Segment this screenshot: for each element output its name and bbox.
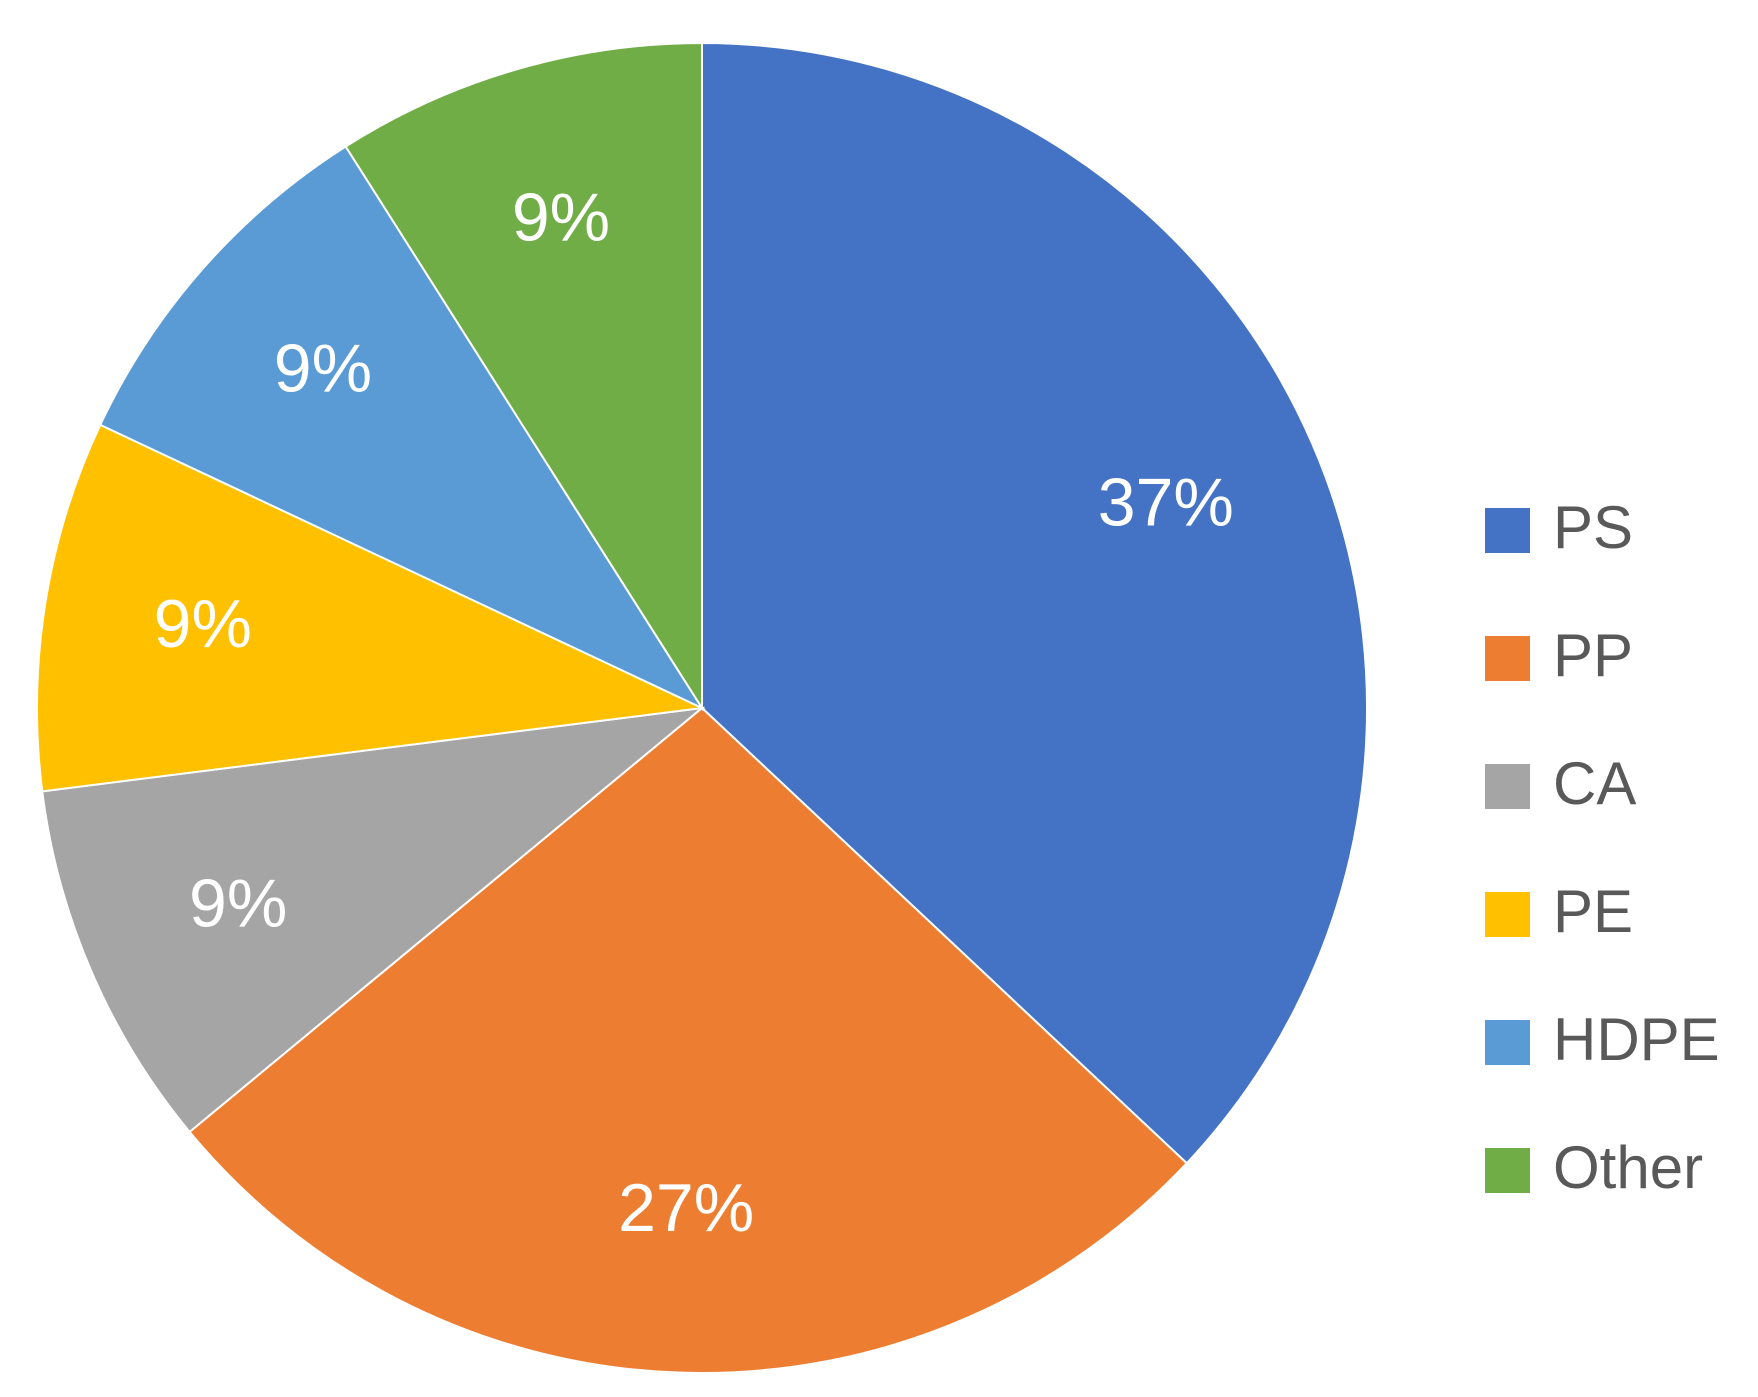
legend-swatch (1485, 508, 1530, 553)
legend-swatch (1485, 1020, 1530, 1065)
legend-swatch (1485, 1148, 1530, 1193)
data-label: 9% (512, 180, 610, 256)
legend-label: Other (1553, 1134, 1703, 1201)
legend-swatch (1485, 892, 1530, 937)
legend-label: PE (1553, 878, 1633, 945)
legend-label: PS (1553, 494, 1633, 561)
data-label: 9% (189, 866, 287, 942)
legend-swatch (1485, 636, 1530, 681)
legend-swatch (1485, 764, 1530, 809)
data-label: 9% (154, 586, 252, 662)
pie-slice (344, 41, 703, 712)
pie-slice (188, 706, 1189, 1374)
legend-label: PP (1553, 622, 1633, 689)
pie-slice (41, 706, 706, 1134)
pie-slice (36, 423, 706, 793)
pie-slice (98, 145, 705, 711)
data-label: 37% (1098, 464, 1234, 540)
data-label: 27% (618, 1170, 754, 1246)
legend-label: CA (1553, 750, 1636, 817)
legend-label: HDPE (1553, 1006, 1720, 1073)
pie-slice (701, 41, 1368, 1165)
data-label: 9% (274, 331, 372, 407)
